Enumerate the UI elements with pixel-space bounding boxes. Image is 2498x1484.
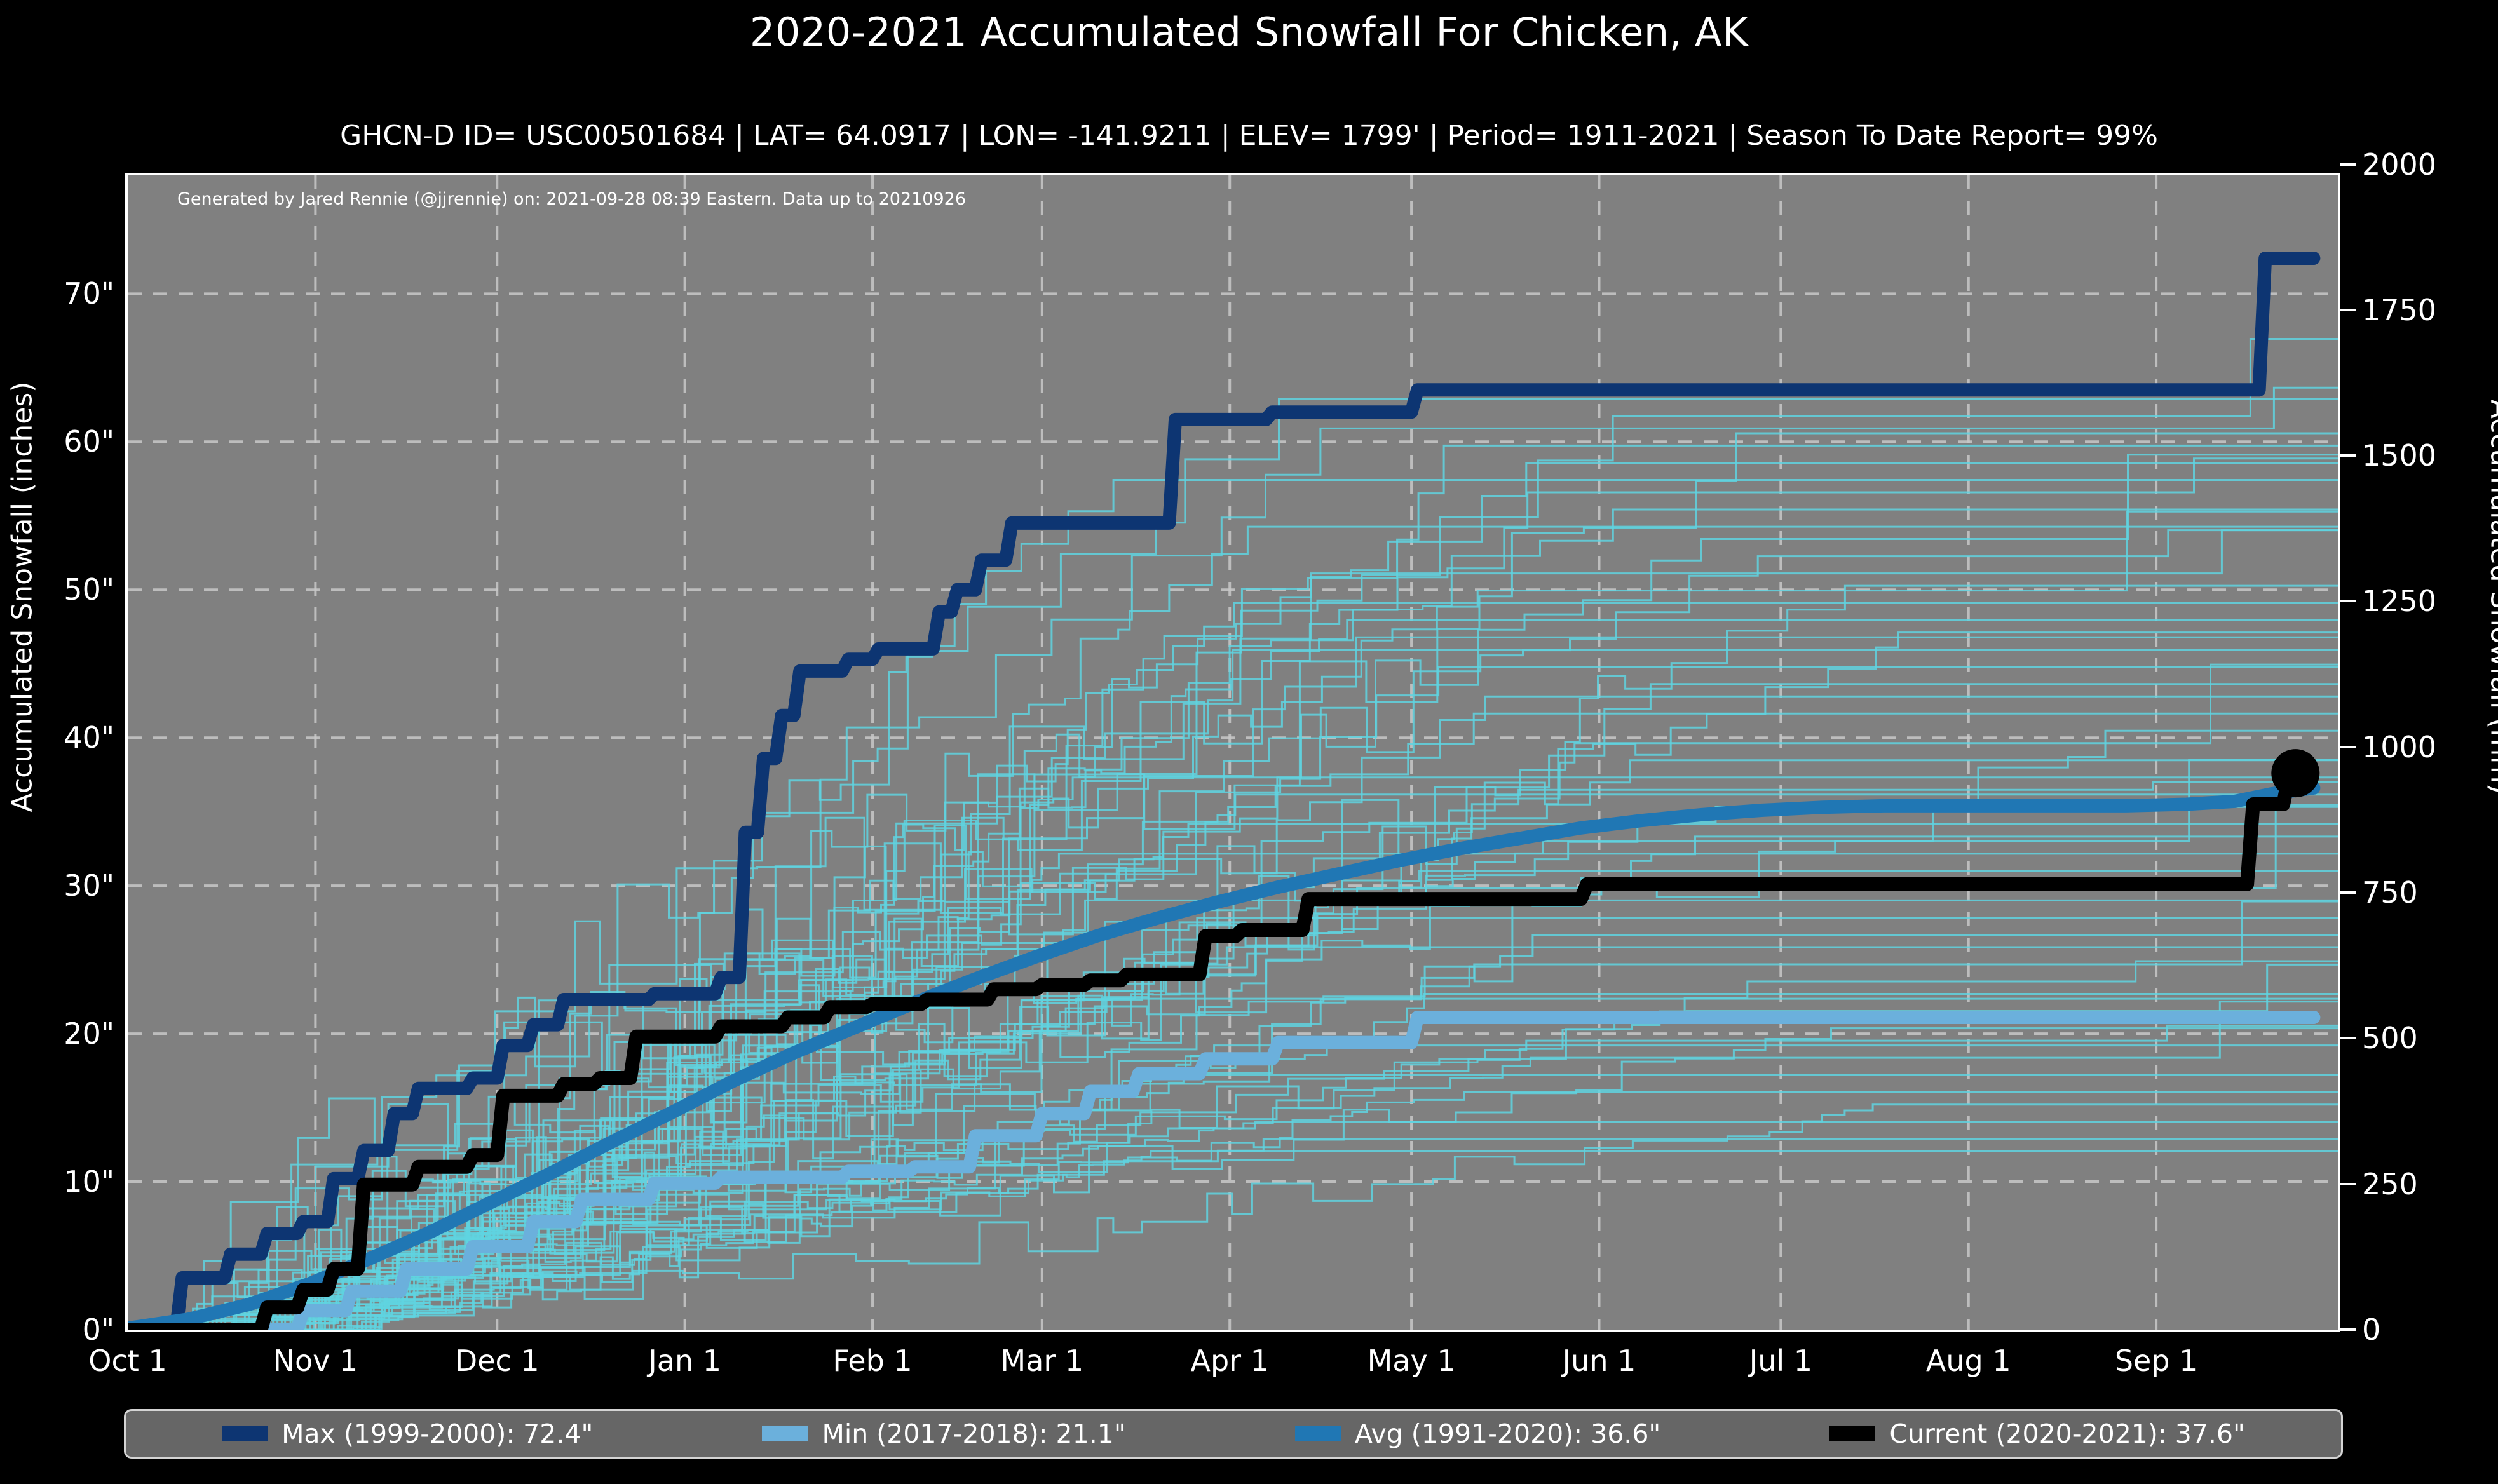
current-end-marker	[2271, 749, 2320, 798]
history-trace	[128, 776, 2338, 1330]
legend-current[interactable]: Current (2020-2021): 37.6"	[1829, 1419, 2245, 1449]
history-trace	[128, 712, 2338, 1330]
legend-swatch-icon	[762, 1426, 808, 1441]
history-trace	[128, 457, 2338, 1330]
x-tick-jun-1: Jun 1	[1562, 1344, 1636, 1378]
series-line	[128, 1011, 2321, 1330]
y-tick-right: 1250	[2362, 584, 2437, 619]
legend-label: Max (1999-2000): 72.4"	[282, 1419, 594, 1449]
history-trace	[128, 663, 2338, 1330]
chart-svg	[128, 175, 2338, 1330]
y-tick-right: 1750	[2362, 292, 2437, 327]
history-trace	[128, 462, 2338, 1330]
x-axis-ticks: Oct 1 Nov 1 Dec 1 Jan 1 Feb 1 Mar 1 Apr 1 May 1…	[88, 1332, 2340, 1389]
y-tick-left: 10"	[64, 1164, 114, 1199]
x-tick-apr-1: Apr 1	[1190, 1344, 1269, 1378]
chart-subtitle: GHCN-D ID= USC00501684 | LAT= 64.0917 | …	[340, 119, 2158, 152]
history-trace	[128, 1103, 2338, 1330]
y-tick-mark-right	[2340, 891, 2356, 894]
generated-by-note: Generated by Jared Rennie (@jjrennie) on…	[177, 189, 967, 209]
y-tick-right: 1500	[2362, 438, 2437, 473]
x-tick-aug-1: Aug 1	[1925, 1344, 2011, 1378]
legend-swatch-icon	[1294, 1426, 1341, 1441]
y-tick-mark-right	[2340, 308, 2356, 311]
legend-swatch-icon	[222, 1426, 268, 1441]
x-tick-nov-1: Nov 1	[273, 1344, 358, 1378]
page-title: 2020-2021 Accumulated Snowfall For Chick…	[749, 9, 1749, 55]
x-tick-dec-1: Dec 1	[454, 1344, 540, 1378]
history-trace	[128, 870, 2338, 1330]
series-line	[128, 252, 2321, 1330]
gridlines	[128, 175, 2338, 1330]
legend-label: Current (2020-2021): 37.6"	[1889, 1419, 2245, 1449]
y-tick-right: 1000	[2362, 729, 2437, 764]
y-tick-mark-right	[2340, 745, 2356, 748]
legend-label: Avg (1991-2020): 36.6"	[1354, 1419, 1661, 1449]
history-trace	[128, 454, 2338, 1330]
y-tick-right: 0	[2362, 1312, 2381, 1347]
y-tick-left: 60"	[64, 424, 114, 459]
legend-min[interactable]: Min (2017-2018): 21.1"	[762, 1419, 1126, 1449]
y-axis-right-ticks: 0 250 500 750 1000 1250 1500 1750 2000	[2340, 147, 2493, 1347]
plot-area: Generated by Jared Rennie (@jjrennie) on…	[125, 173, 2340, 1332]
y-tick-right: 250	[2362, 1166, 2418, 1201]
series-max	[128, 252, 2321, 1330]
legend-swatch-icon	[1829, 1426, 1876, 1441]
legend-avg[interactable]: Avg (1991-2020): 36.6"	[1294, 1419, 1661, 1449]
history-trace	[128, 1001, 2338, 1330]
x-tick-may-1: May 1	[1367, 1344, 1456, 1378]
series-line	[128, 766, 2303, 1330]
chart-legend: Max (1999-2000): 72.4" Min (2017-2018): 2…	[124, 1409, 2343, 1459]
legend-label: Min (2017-2018): 21.1"	[822, 1419, 1126, 1449]
series-avg	[128, 781, 2321, 1330]
y-tick-mark-right	[2340, 600, 2356, 603]
history-trace	[128, 1150, 2338, 1330]
y-tick-mark-right	[2340, 1182, 2356, 1185]
x-tick-jan-1: Jan 1	[648, 1344, 722, 1378]
y-tick-left: 0"	[82, 1312, 114, 1347]
y-tick-left: 30"	[64, 868, 114, 903]
history-trace	[128, 602, 2338, 1330]
x-tick-feb-1: Feb 1	[832, 1344, 913, 1378]
history-trace	[128, 636, 2338, 1330]
series-min	[128, 1011, 2321, 1330]
series-line	[128, 781, 2321, 1330]
x-tick-jul-1: Jul 1	[1749, 1344, 1813, 1378]
y-tick-left: 50"	[64, 572, 114, 607]
history-trace	[128, 729, 2338, 1330]
y-tick-mark-right	[2340, 1037, 2356, 1040]
y-tick-left: 20"	[64, 1016, 114, 1051]
series-current	[128, 749, 2320, 1330]
y-axis-left-label: Accumulated Snowfall (inches)	[6, 381, 39, 813]
y-tick-left: 70"	[64, 276, 114, 311]
y-axis-left-ticks: 0" 10" 20" 30" 40" 50" 60" 70"	[0, 173, 116, 1347]
y-tick-right: 2000	[2362, 147, 2437, 182]
y-tick-mark-right	[2340, 454, 2356, 457]
history-trace	[128, 1024, 2338, 1330]
history-trace	[128, 386, 2338, 1330]
y-tick-right: 500	[2362, 1021, 2418, 1056]
history-trace	[128, 781, 2338, 1330]
y-tick-mark-right	[2340, 163, 2356, 166]
x-tick-sep-1: Sep 1	[2114, 1344, 2198, 1378]
y-tick-left: 40"	[64, 720, 114, 755]
x-tick-oct-1: Oct 1	[88, 1344, 167, 1378]
legend-max[interactable]: Max (1999-2000): 72.4"	[222, 1419, 593, 1449]
x-tick-mar-1: Mar 1	[1000, 1344, 1084, 1378]
plot-inner	[128, 175, 2338, 1330]
y-tick-mark-right	[2340, 1328, 2356, 1331]
y-tick-right: 750	[2362, 875, 2418, 910]
y-axis-right-label: Accumulated Snowfall (mm)	[2484, 399, 2498, 795]
